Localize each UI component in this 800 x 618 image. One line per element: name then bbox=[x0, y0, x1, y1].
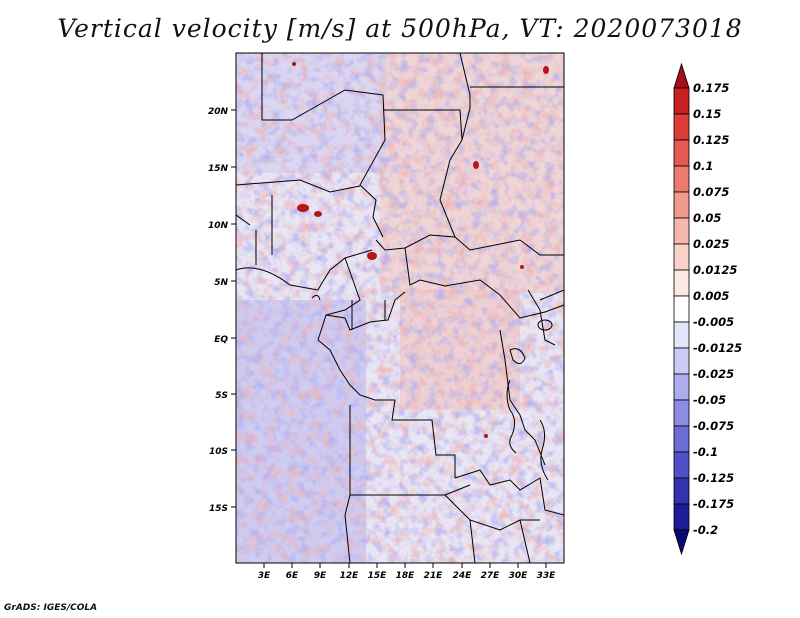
colorbar-bin bbox=[673, 165, 690, 193]
colorbar-bin bbox=[673, 295, 690, 323]
colorbar-label: 0.15 bbox=[693, 107, 721, 121]
colorbar-bin bbox=[673, 191, 690, 219]
colorbar-bin bbox=[673, 451, 690, 479]
lat-label-10n: 10N bbox=[208, 221, 229, 231]
lon-label-21e: 21E bbox=[424, 571, 444, 581]
map-frame bbox=[235, 52, 565, 564]
lon-label-15e: 15E bbox=[368, 571, 388, 581]
colorbar-label: 0.0125 bbox=[693, 263, 737, 277]
lat-label-10s: 10S bbox=[209, 447, 228, 457]
colorbar-label: 0.125 bbox=[693, 133, 729, 147]
colorbar-label: -0.075 bbox=[693, 419, 734, 433]
colorbar-label: -0.0125 bbox=[693, 341, 742, 355]
colorbar-label: 0.175 bbox=[693, 81, 729, 95]
lon-label-24e: 24E bbox=[453, 571, 473, 581]
colorbar-label: -0.05 bbox=[693, 393, 726, 407]
vertical-velocity-field bbox=[236, 53, 564, 563]
strong-updraft-cells bbox=[292, 62, 549, 438]
colorbar-bin bbox=[673, 373, 690, 401]
colorbar-label: -0.005 bbox=[693, 315, 734, 329]
lat-label-5n: 5N bbox=[214, 278, 228, 288]
lon-label-30e: 30E bbox=[509, 571, 529, 581]
lat-label-15n: 15N bbox=[208, 164, 229, 174]
colorbar-bin bbox=[673, 217, 690, 245]
colorbar-bin bbox=[673, 243, 690, 271]
colorbar-bin bbox=[673, 113, 690, 141]
colorbar-label: -0.025 bbox=[693, 367, 734, 381]
longitude-axis: 3E 6E 9E 12E 15E 18E 21E 24E 27E 30E 33E bbox=[258, 563, 556, 581]
colorbar-label: 0.025 bbox=[693, 237, 729, 251]
colorbar-bin bbox=[673, 62, 690, 89]
political-borders bbox=[236, 53, 564, 563]
colorbar-bin bbox=[673, 477, 690, 505]
lon-label-33e: 33E bbox=[537, 571, 557, 581]
lakes-and-coastline-details bbox=[311, 294, 553, 481]
lon-label-9e: 9E bbox=[314, 571, 327, 581]
colorbar-bin bbox=[673, 87, 690, 115]
lon-label-18e: 18E bbox=[396, 571, 416, 581]
map-title: Vertical velocity [m/s] at 500hPa, VT: 2… bbox=[57, 14, 743, 43]
lon-label-12e: 12E bbox=[340, 571, 360, 581]
colorbar-bin bbox=[673, 503, 690, 531]
colorbar-label: -0.175 bbox=[693, 497, 734, 511]
colorbar-bin bbox=[673, 321, 690, 349]
lat-label-eq: EQ bbox=[214, 335, 228, 345]
lat-label-20n: 20N bbox=[208, 107, 229, 117]
colorbar-label: -0.2 bbox=[693, 523, 718, 537]
colorbar: 0.175 0.15 0.125 0.1 0.075 0.05 0.025 0.0125 0.0… bbox=[673, 62, 742, 556]
latitude-axis: 20N 15N 10N 5N EQ 5S 10S 15S bbox=[208, 107, 236, 514]
lon-label-6e: 6E bbox=[286, 571, 299, 581]
colorbar-label: 0.1 bbox=[693, 159, 713, 173]
grads-credit: GrADS: IGES/COLA bbox=[4, 603, 98, 613]
lon-label-27e: 27E bbox=[481, 571, 501, 581]
colorbar-bin bbox=[673, 269, 690, 297]
lon-label-3e: 3E bbox=[258, 571, 271, 581]
colorbar-bin bbox=[673, 529, 690, 556]
lat-label-15s: 15S bbox=[209, 504, 228, 514]
colorbar-bin bbox=[673, 347, 690, 375]
colorbar-label: 0.005 bbox=[693, 289, 729, 303]
colorbar-label: -0.1 bbox=[693, 445, 718, 459]
colorbar-bin bbox=[673, 399, 690, 427]
lat-label-5s: 5S bbox=[215, 391, 228, 401]
colorbar-label: -0.125 bbox=[693, 471, 734, 485]
colorbar-label: 0.075 bbox=[693, 185, 729, 199]
colorbar-bin bbox=[673, 139, 690, 167]
colorbar-label: 0.05 bbox=[693, 211, 721, 225]
colorbar-bin bbox=[673, 425, 690, 453]
